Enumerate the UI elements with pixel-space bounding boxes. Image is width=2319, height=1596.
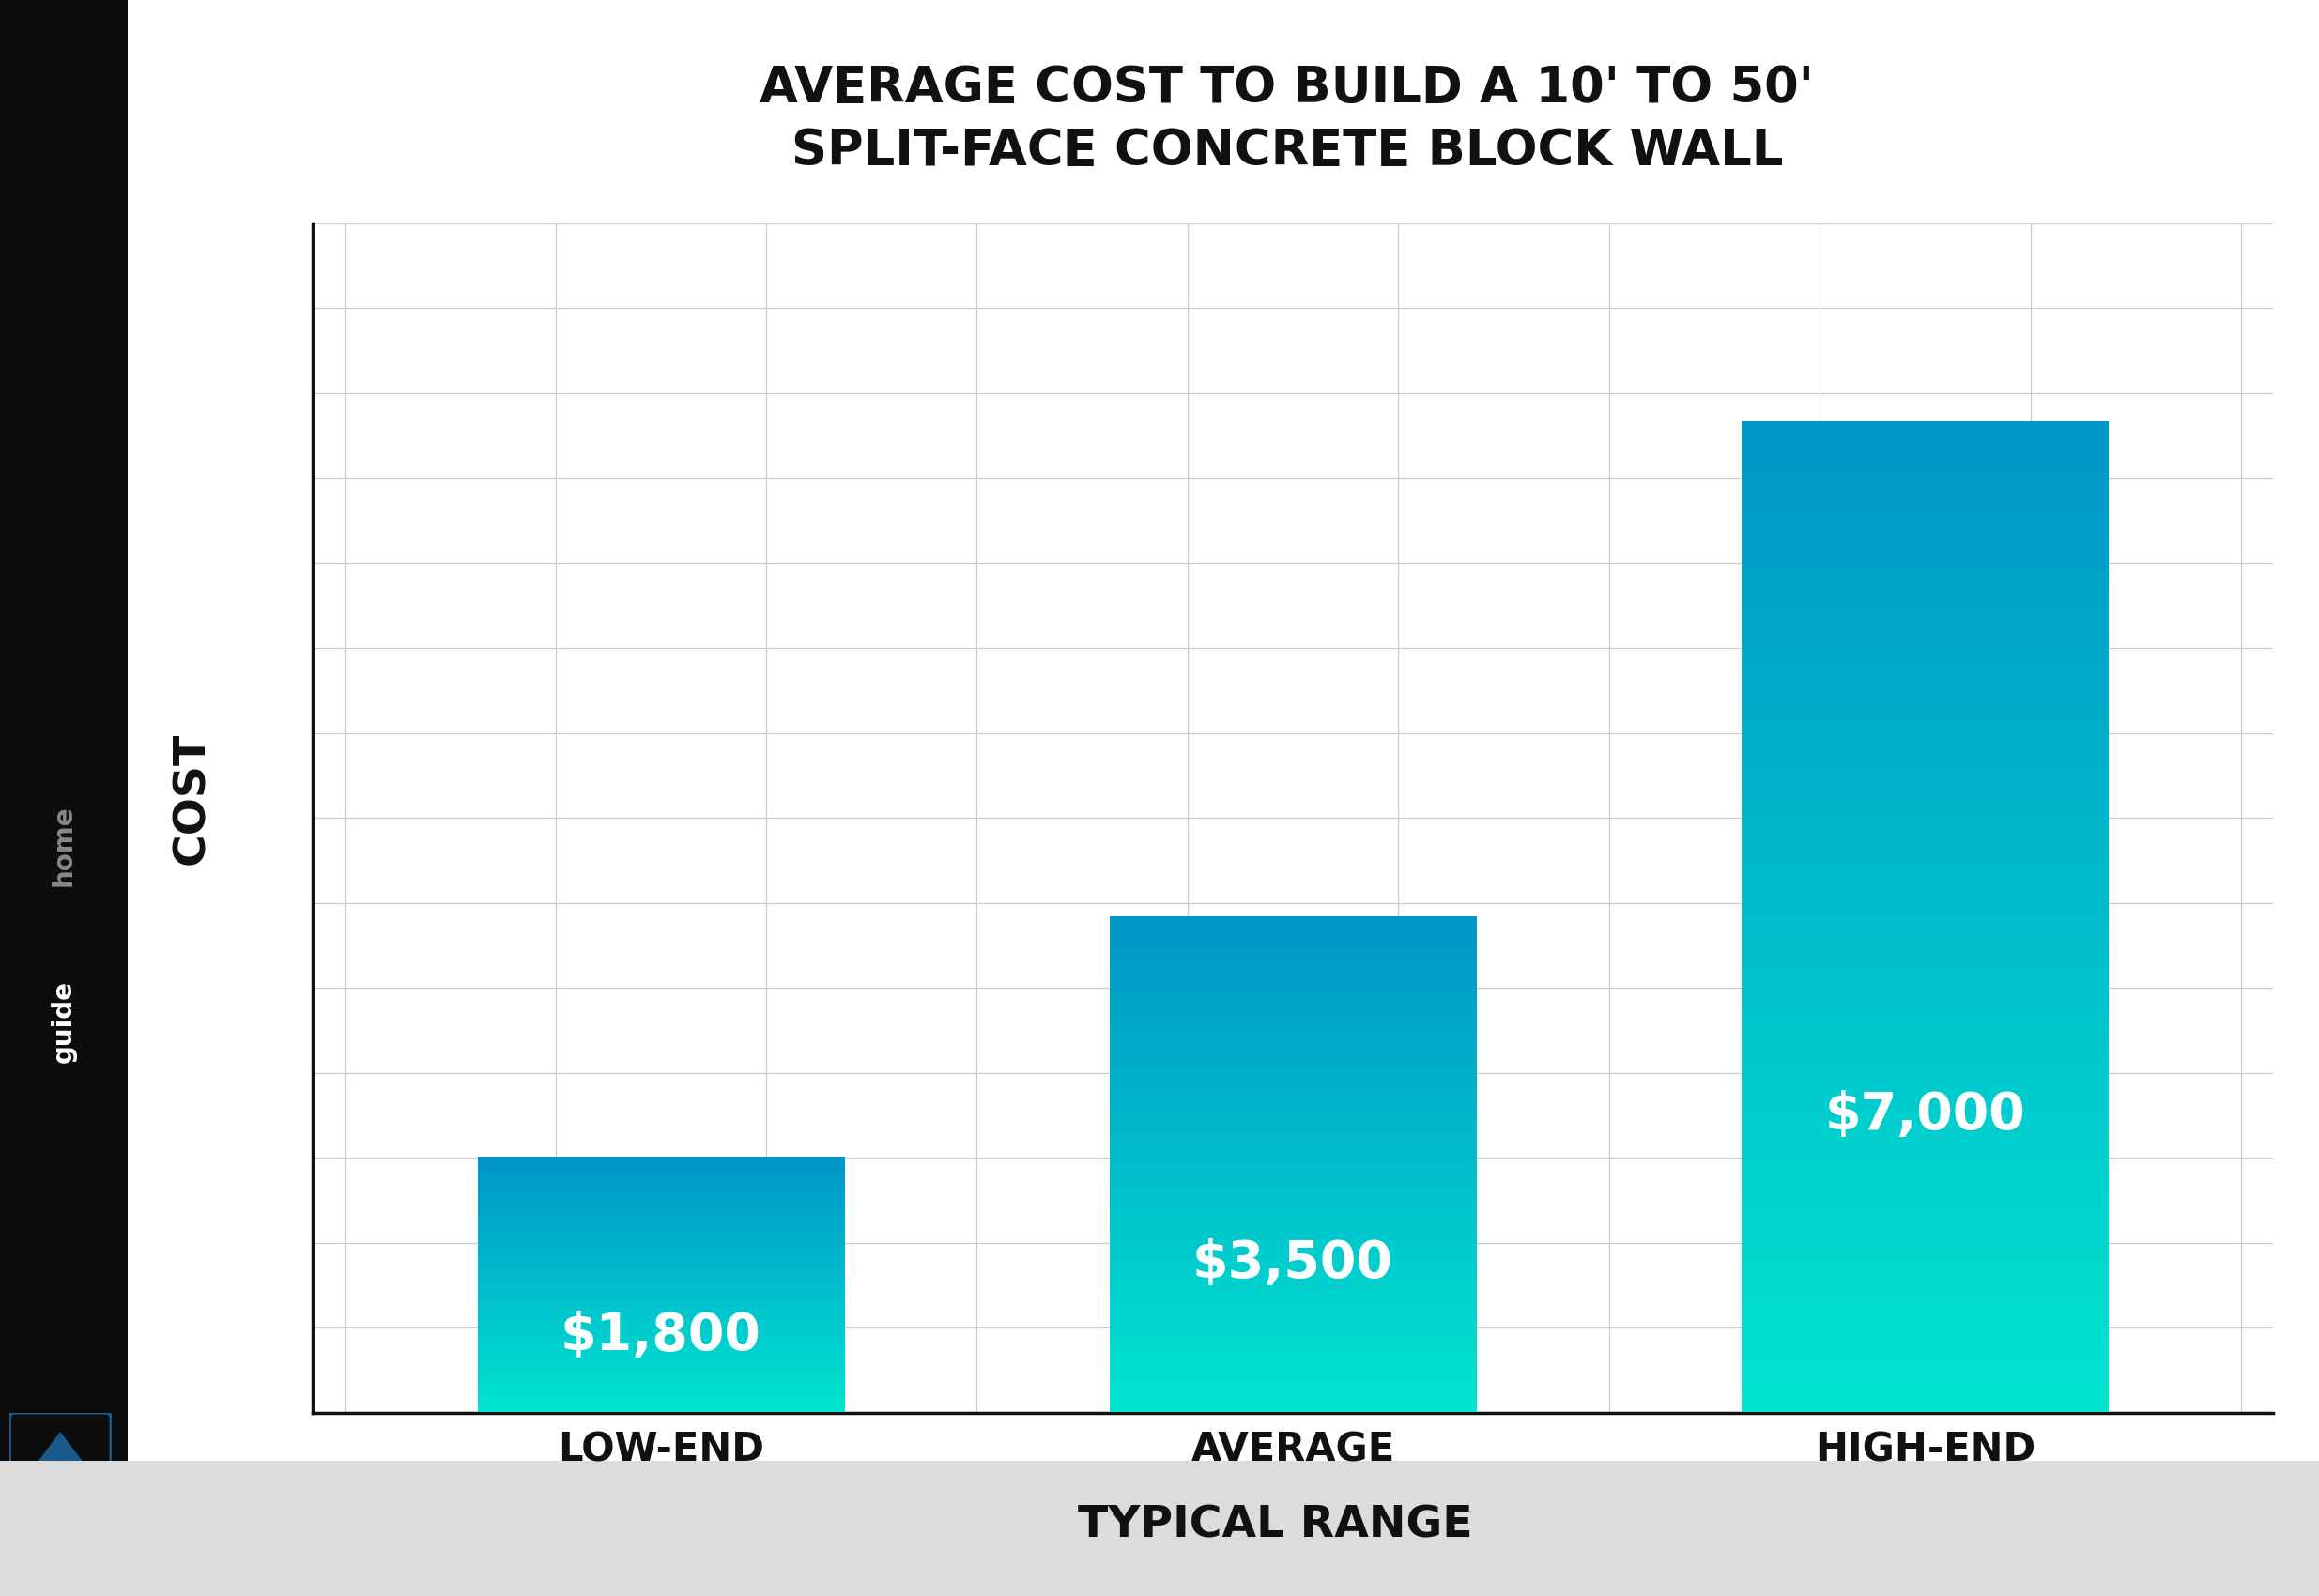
Text: $1,800: $1,800 [561, 1310, 761, 1361]
FancyBboxPatch shape [9, 1412, 111, 1548]
Text: guide: guide [51, 980, 77, 1063]
Text: COST: COST [172, 731, 213, 865]
Polygon shape [30, 1433, 90, 1521]
Text: AVERAGE COST TO BUILD A 10' TO 50'
SPLIT-FACE CONCRETE BLOCK WALL: AVERAGE COST TO BUILD A 10' TO 50' SPLIT… [761, 64, 1813, 176]
Text: TYPICAL RANGE: TYPICAL RANGE [1078, 1505, 1473, 1547]
Text: $7,000: $7,000 [1825, 1090, 2024, 1141]
Polygon shape [44, 1483, 58, 1507]
Text: home: home [51, 806, 77, 886]
Polygon shape [63, 1483, 77, 1507]
Text: $3,500: $3,500 [1192, 1238, 1394, 1290]
